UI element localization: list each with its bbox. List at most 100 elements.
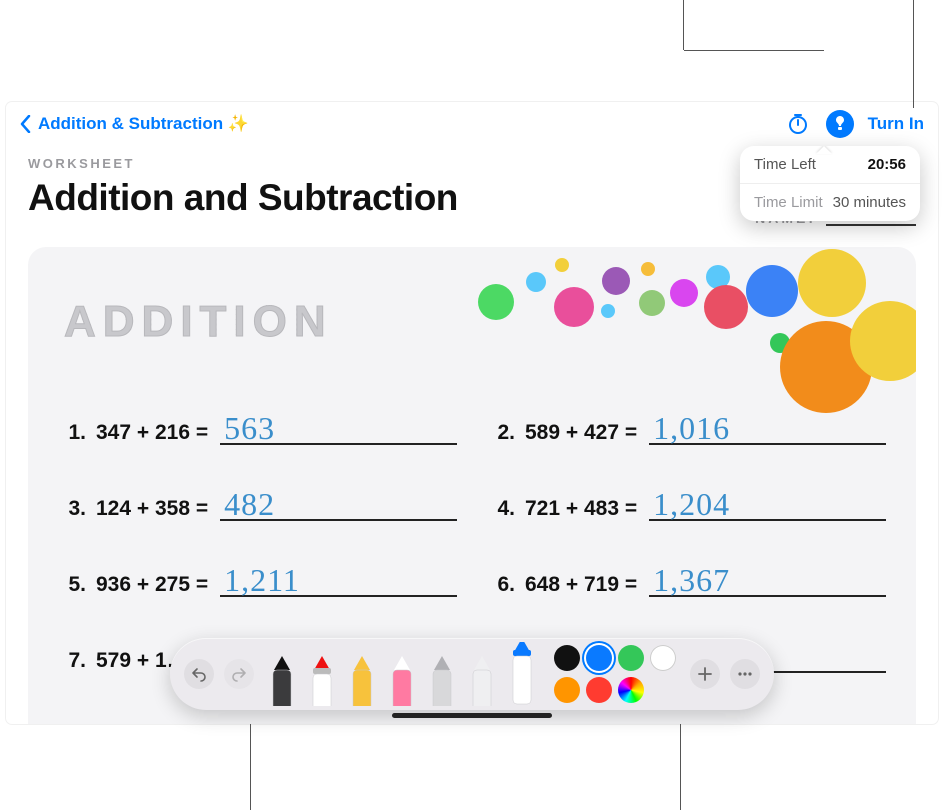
markup-mode-button[interactable] bbox=[826, 110, 854, 138]
handwritten-answer: 1,016 bbox=[653, 410, 730, 447]
color-swatch[interactable] bbox=[586, 677, 612, 703]
problem-number: 3. bbox=[58, 497, 86, 521]
color-swatch[interactable] bbox=[586, 645, 612, 671]
decorative-dot bbox=[641, 262, 655, 276]
tool-ruler[interactable] bbox=[464, 642, 500, 706]
markup-pen-icon bbox=[826, 110, 854, 138]
timer-icon bbox=[786, 112, 810, 136]
problem-expression: 347 + 216 = bbox=[96, 421, 208, 445]
time-left-row: Time Left 20:56 bbox=[740, 146, 920, 183]
decorative-dot bbox=[478, 284, 514, 320]
color-picker-button[interactable] bbox=[618, 677, 644, 703]
time-limit-row: Time Limit 30 minutes bbox=[740, 183, 920, 221]
color-swatch[interactable] bbox=[650, 645, 676, 671]
tool-eraser[interactable] bbox=[384, 642, 420, 706]
problem-number: 2. bbox=[487, 421, 515, 445]
callout-line bbox=[684, 50, 824, 51]
tool-pen-black[interactable] bbox=[264, 642, 300, 706]
tool-icon bbox=[424, 642, 460, 706]
time-left-value: 20:56 bbox=[868, 156, 906, 173]
timer-button[interactable] bbox=[784, 110, 812, 138]
color-swatch[interactable] bbox=[554, 645, 580, 671]
problem-number: 1. bbox=[58, 421, 86, 445]
markup-toolbar bbox=[170, 638, 774, 710]
problem-number: 5. bbox=[58, 573, 86, 597]
handwritten-answer: 1,204 bbox=[653, 486, 730, 523]
tool-icon bbox=[504, 642, 540, 706]
timer-popover: Time Left 20:56 Time Limit 30 minutes bbox=[740, 146, 920, 221]
handwritten-answer: 1,211 bbox=[224, 562, 300, 599]
back-button[interactable]: Addition & Subtraction ✨ bbox=[20, 114, 249, 134]
problem-expression: 721 + 483 = bbox=[525, 497, 637, 521]
decorative-dot bbox=[798, 249, 866, 317]
tool-icon bbox=[344, 642, 380, 706]
redo-icon bbox=[231, 666, 247, 682]
time-left-label: Time Left bbox=[754, 156, 816, 173]
time-limit-label: Time Limit bbox=[754, 194, 823, 211]
problem-expression: 936 + 275 = bbox=[96, 573, 208, 597]
tool-icon bbox=[464, 642, 500, 706]
problem-expression: 648 + 719 = bbox=[525, 573, 637, 597]
problem-number: 7. bbox=[58, 649, 86, 673]
redo-button[interactable] bbox=[224, 659, 254, 689]
handwritten-answer: 563 bbox=[224, 410, 275, 447]
tool-icon bbox=[304, 642, 340, 706]
problem-row: 3. 124 + 358 = 482 bbox=[58, 483, 457, 521]
decorative-dot bbox=[526, 272, 546, 292]
problem-row: 4. 721 + 483 = 1,204 bbox=[487, 483, 886, 521]
back-label: Addition & Subtraction ✨ bbox=[38, 114, 249, 134]
answer-line[interactable]: 482 bbox=[220, 483, 457, 521]
problem-row: 5. 936 + 275 = 1,211 bbox=[58, 559, 457, 597]
color-swatches bbox=[554, 645, 676, 703]
decorative-dot bbox=[639, 290, 665, 316]
more-button[interactable] bbox=[730, 659, 760, 689]
home-indicator bbox=[392, 713, 552, 718]
problem-expression: 124 + 358 = bbox=[96, 497, 208, 521]
tool-marker[interactable] bbox=[344, 642, 380, 706]
tool-pen-selected[interactable] bbox=[504, 642, 540, 706]
problem-number: 6. bbox=[487, 573, 515, 597]
problem-row: 2. 589 + 427 = 1,016 bbox=[487, 407, 886, 445]
tool-pen-blue[interactable] bbox=[304, 642, 340, 706]
tool-icon bbox=[384, 642, 420, 706]
problem-grid: 1. 347 + 216 = 563 2. 589 + 427 = 1,016 3. 124 … bbox=[58, 407, 886, 673]
navigation-bar: Addition & Subtraction ✨ Turn In bbox=[6, 102, 938, 146]
ellipsis-icon bbox=[737, 666, 753, 682]
answer-line[interactable]: 1,367 bbox=[649, 559, 886, 597]
plus-icon bbox=[697, 666, 713, 682]
callout-line bbox=[250, 724, 251, 810]
turn-in-button[interactable]: Turn In bbox=[868, 114, 924, 134]
undo-icon bbox=[191, 666, 207, 682]
problem-row: 6. 648 + 719 = 1,367 bbox=[487, 559, 886, 597]
decorative-dot bbox=[601, 304, 615, 318]
handwritten-answer: 482 bbox=[224, 486, 275, 523]
answer-line[interactable]: 1,211 bbox=[220, 559, 457, 597]
decorative-dot bbox=[554, 287, 594, 327]
callout-line bbox=[683, 0, 684, 50]
problem-row: 1. 347 + 216 = 563 bbox=[58, 407, 457, 445]
problem-expression: 589 + 427 = bbox=[525, 421, 637, 445]
chevron-left-icon bbox=[20, 115, 32, 133]
add-tool-button[interactable] bbox=[690, 659, 720, 689]
handwritten-answer: 1,367 bbox=[653, 562, 730, 599]
undo-button[interactable] bbox=[184, 659, 214, 689]
callout-line bbox=[680, 724, 681, 810]
tool-icon bbox=[264, 642, 300, 706]
answer-line[interactable]: 1,204 bbox=[649, 483, 886, 521]
decorative-dot bbox=[704, 285, 748, 329]
decorative-dot bbox=[670, 279, 698, 307]
tool-pencil[interactable] bbox=[424, 642, 460, 706]
answer-line[interactable]: 563 bbox=[220, 407, 457, 445]
decorative-dot bbox=[746, 265, 798, 317]
callout-line bbox=[913, 0, 914, 108]
color-swatch[interactable] bbox=[618, 645, 644, 671]
nav-actions: Turn In bbox=[784, 110, 924, 138]
decorative-dot bbox=[555, 258, 569, 272]
color-swatch[interactable] bbox=[554, 677, 580, 703]
time-limit-value: 30 minutes bbox=[833, 194, 906, 211]
answer-line[interactable]: 1,016 bbox=[649, 407, 886, 445]
decorative-dot bbox=[602, 267, 630, 295]
tool-slots bbox=[264, 642, 540, 706]
problem-number: 4. bbox=[487, 497, 515, 521]
section-heading: ADDITION bbox=[64, 297, 333, 347]
